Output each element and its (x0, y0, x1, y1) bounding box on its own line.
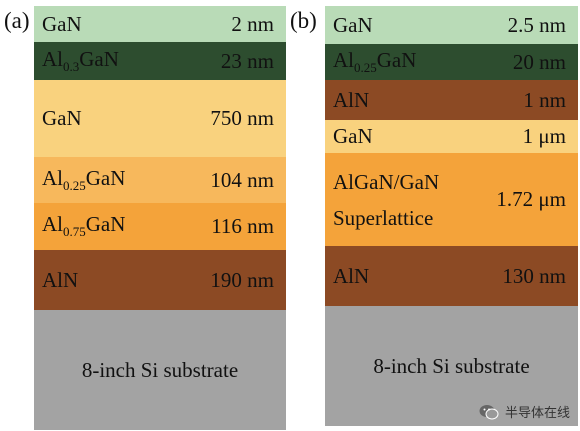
layer-thickness: 130 nm (502, 263, 566, 288)
layer-thickness: 2.5 nm (507, 12, 566, 37)
layer-name: AlN (42, 267, 79, 292)
layer: Al0.25GaN 20 nm (325, 44, 578, 80)
layer-name: GaN (42, 11, 82, 36)
layer-name: Al0.25GaN (333, 47, 417, 76)
layer-thickness: 750 nm (210, 106, 274, 130)
layer-name: AlGaN/GaN Superlattice (333, 169, 440, 230)
layer-thickness: 1 nm (523, 87, 566, 112)
layer: 8-inch Si substrate (34, 310, 286, 430)
layer-stack-a: GaN 2 nm Al0.3GaN 23 nm GaN 750 nm Al0.25GaN 10… (34, 6, 286, 430)
layer: GaN 2 nm (34, 6, 286, 42)
layer: GaN 2.5 nm (325, 6, 578, 44)
layer-name: GaN (333, 12, 373, 37)
layer: AlGaN/GaN Superlattice 1.72 μm (325, 153, 578, 246)
layer: GaN 1 μm (325, 120, 578, 153)
layer-thickness: 20 nm (512, 49, 566, 74)
layer-name: Al0.25GaN (42, 165, 126, 194)
layer: 8-inch Si substrate (325, 306, 578, 426)
layer: GaN 750 nm (34, 80, 286, 157)
layer-thickness: 190 nm (210, 267, 274, 292)
layer-thickness: 104 nm (210, 167, 274, 192)
panel-label-a: (a) (4, 8, 30, 33)
layer-name: AlN (333, 87, 370, 112)
layer: AlN 1 nm (325, 80, 578, 120)
layer: AlN 130 nm (325, 246, 578, 306)
layer-thickness: 1.72 μm (496, 187, 566, 211)
layer: AlN 190 nm (34, 250, 286, 310)
layer: Al0.25GaN 104 nm (34, 157, 286, 203)
layer-name: GaN (333, 124, 373, 148)
layer-name: 8-inch Si substrate (373, 353, 530, 378)
layer-name: Al0.3GaN (42, 46, 119, 75)
watermark-text: 半导体在线 (504, 406, 570, 421)
layer-thickness: 23 nm (220, 48, 274, 73)
layer: Al0.3GaN 23 nm (34, 42, 286, 80)
layer-name: 8-inch Si substrate (81, 357, 239, 382)
layer-thickness: 2 nm (231, 11, 274, 36)
layer-stack-b: GaN 2.5 nm Al0.25GaN 20 nm AlN 1 nm GaN 1 μm AlG… (325, 6, 578, 426)
watermark: 半导体在线 (479, 402, 570, 421)
layer-name: AlN (333, 263, 370, 288)
layer-name: Al0.75GaN (42, 212, 126, 240)
wechat-icon (479, 404, 499, 420)
layer-thickness: 116 nm (211, 214, 274, 238)
layer-thickness: 1 μm (522, 124, 566, 148)
layer-name: GaN (42, 106, 82, 130)
panel-label-b: (b) (290, 8, 317, 33)
layer: Al0.75GaN 116 nm (34, 203, 286, 250)
